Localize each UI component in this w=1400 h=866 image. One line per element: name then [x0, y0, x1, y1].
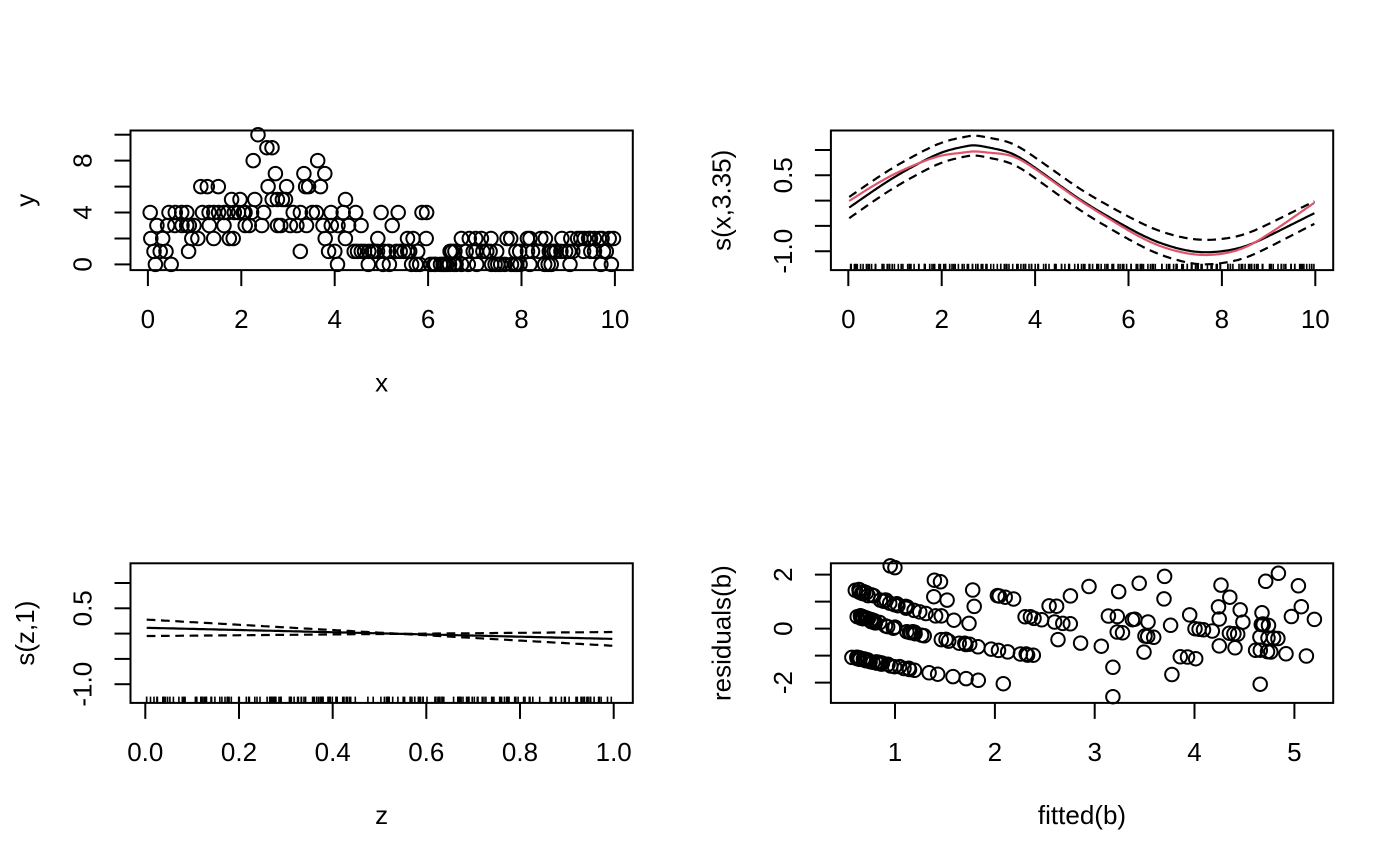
- svg-text:10: 10: [600, 304, 629, 334]
- svg-text:6: 6: [1121, 304, 1135, 334]
- svg-text:z: z: [375, 800, 388, 830]
- svg-text:y: y: [10, 194, 40, 207]
- svg-text:2: 2: [234, 304, 248, 334]
- svg-text:0.6: 0.6: [408, 737, 444, 767]
- svg-text:4: 4: [327, 304, 341, 334]
- svg-text:residuals(b): residuals(b): [707, 565, 737, 701]
- svg-text:-1.0: -1.0: [68, 662, 98, 707]
- svg-text:0.5: 0.5: [768, 157, 798, 193]
- svg-text:s(x,3.35): s(x,3.35): [707, 150, 737, 251]
- svg-text:x: x: [375, 367, 388, 397]
- svg-text:0.8: 0.8: [502, 737, 538, 767]
- svg-text:0: 0: [68, 257, 98, 271]
- svg-text:2: 2: [934, 304, 948, 334]
- svg-text:1: 1: [888, 737, 902, 767]
- svg-text:8: 8: [514, 304, 528, 334]
- svg-text:8: 8: [1215, 304, 1229, 334]
- svg-text:-1.0: -1.0: [768, 229, 798, 274]
- svg-text:2: 2: [988, 737, 1002, 767]
- svg-text:0.5: 0.5: [68, 590, 98, 626]
- svg-text:6: 6: [421, 304, 435, 334]
- svg-text:4: 4: [68, 205, 98, 219]
- svg-text:0: 0: [768, 621, 798, 635]
- svg-text:1.0: 1.0: [596, 737, 632, 767]
- svg-text:2: 2: [768, 567, 798, 581]
- svg-text:10: 10: [1301, 304, 1330, 334]
- svg-text:0: 0: [841, 304, 855, 334]
- svg-text:3: 3: [1087, 737, 1101, 767]
- svg-text:8: 8: [68, 153, 98, 167]
- svg-text:0.0: 0.0: [127, 737, 163, 767]
- svg-text:0.4: 0.4: [315, 737, 351, 767]
- svg-text:fitted(b): fitted(b): [1038, 800, 1126, 830]
- svg-text:4: 4: [1028, 304, 1042, 334]
- svg-text:0: 0: [141, 304, 155, 334]
- svg-text:s(z,1): s(z,1): [10, 601, 40, 666]
- svg-text:0.2: 0.2: [221, 737, 257, 767]
- svg-text:4: 4: [1187, 737, 1201, 767]
- svg-text:5: 5: [1287, 737, 1301, 767]
- svg-text:-2: -2: [768, 671, 798, 694]
